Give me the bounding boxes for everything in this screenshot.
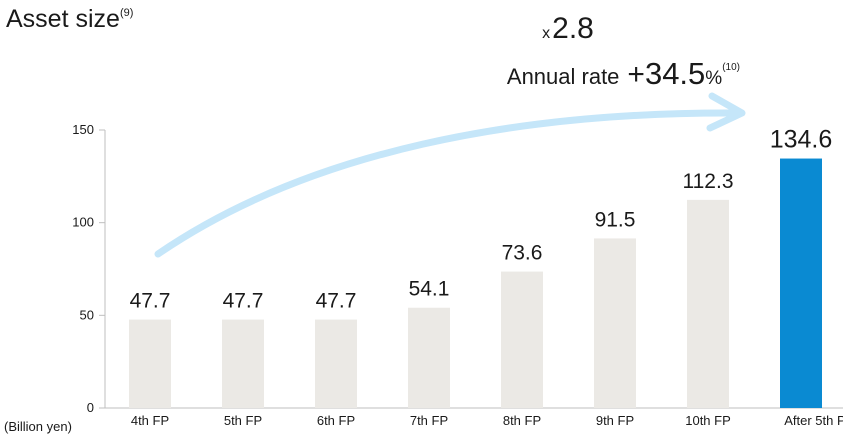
multiplier-annotation: x2.8 — [542, 12, 594, 45]
x-tick-label: 5th FP — [224, 413, 262, 428]
multiplier-value: 2.8 — [552, 12, 594, 45]
bar-value-label: 47.7 — [223, 290, 264, 313]
x-tick-label: 10th FP — [685, 413, 731, 428]
annual-rate-unit: % — [705, 68, 722, 89]
x-tick-label: After 5th PO — [784, 413, 843, 428]
y-tick-label: 150 — [72, 122, 94, 137]
chart-title-note: (9) — [120, 7, 133, 19]
growth-arrow-curve — [154, 109, 739, 258]
bar — [687, 199, 729, 408]
x-tick-label: 7th FP — [410, 413, 448, 428]
chart-title: Asset size(9) — [6, 5, 133, 33]
bar-value-label: 47.7 — [130, 290, 171, 313]
bar-value-label: 112.3 — [683, 170, 734, 193]
y-tick-label: 50 — [80, 307, 94, 322]
bar-value-label: 73.6 — [502, 242, 543, 265]
bar — [501, 271, 543, 408]
bar — [222, 319, 264, 408]
bar-value-label: 91.5 — [595, 208, 636, 231]
y-tick-label: 0 — [87, 400, 94, 415]
annual-rate-label: Annual rate — [507, 64, 620, 89]
bar — [594, 238, 636, 408]
x-tick-label: 8th FP — [503, 413, 541, 428]
y-tick-label: 100 — [72, 215, 94, 230]
annual-rate-value: 34.5 — [645, 56, 705, 91]
multiplier-prefix: x — [542, 25, 550, 42]
x-tick-label: 6th FP — [317, 413, 355, 428]
growth-arrow-head — [706, 92, 746, 132]
bar — [780, 158, 822, 408]
x-tick-label: 9th FP — [596, 413, 634, 428]
annual-rate-note: (10) — [722, 62, 740, 73]
bar-value-label: 54.1 — [409, 278, 450, 301]
bar-value-label: 47.7 — [316, 290, 357, 313]
bar — [408, 307, 450, 408]
growth-arrow — [154, 92, 746, 258]
annual-rate-sign: + — [627, 58, 645, 91]
bar-value-label: 134.6 — [770, 126, 833, 154]
bar — [315, 319, 357, 408]
annual-rate-annotation: Annual rate +34.5%(10) — [507, 56, 740, 91]
y-axis-unit-label: (Billion yen) — [4, 419, 72, 434]
x-tick-label: 4th FP — [131, 413, 169, 428]
bar — [129, 319, 171, 408]
